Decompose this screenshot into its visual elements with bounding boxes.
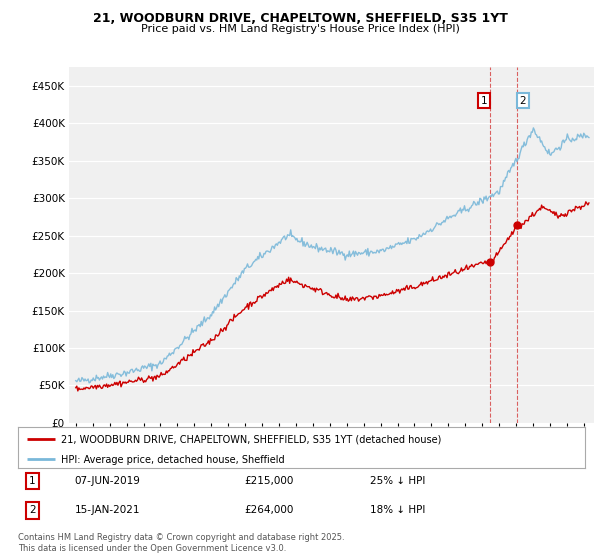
Text: Contains HM Land Registry data © Crown copyright and database right 2025.
This d: Contains HM Land Registry data © Crown c… xyxy=(18,533,344,553)
Text: 21, WOODBURN DRIVE, CHAPELTOWN, SHEFFIELD, S35 1YT (detached house): 21, WOODBURN DRIVE, CHAPELTOWN, SHEFFIEL… xyxy=(61,435,441,445)
Text: HPI: Average price, detached house, Sheffield: HPI: Average price, detached house, Shef… xyxy=(61,455,284,465)
Text: 07-JUN-2019: 07-JUN-2019 xyxy=(75,476,140,486)
Text: 18% ↓ HPI: 18% ↓ HPI xyxy=(370,505,425,515)
Text: Price paid vs. HM Land Registry's House Price Index (HPI): Price paid vs. HM Land Registry's House … xyxy=(140,24,460,34)
Text: 2: 2 xyxy=(520,96,526,106)
Text: 25% ↓ HPI: 25% ↓ HPI xyxy=(370,476,425,486)
Text: £215,000: £215,000 xyxy=(245,476,294,486)
Text: £264,000: £264,000 xyxy=(245,505,294,515)
Text: 21, WOODBURN DRIVE, CHAPELTOWN, SHEFFIELD, S35 1YT: 21, WOODBURN DRIVE, CHAPELTOWN, SHEFFIEL… xyxy=(92,12,508,25)
Text: 2: 2 xyxy=(29,505,35,515)
Text: 1: 1 xyxy=(29,476,35,486)
Text: 15-JAN-2021: 15-JAN-2021 xyxy=(75,505,140,515)
Text: 1: 1 xyxy=(481,96,487,106)
